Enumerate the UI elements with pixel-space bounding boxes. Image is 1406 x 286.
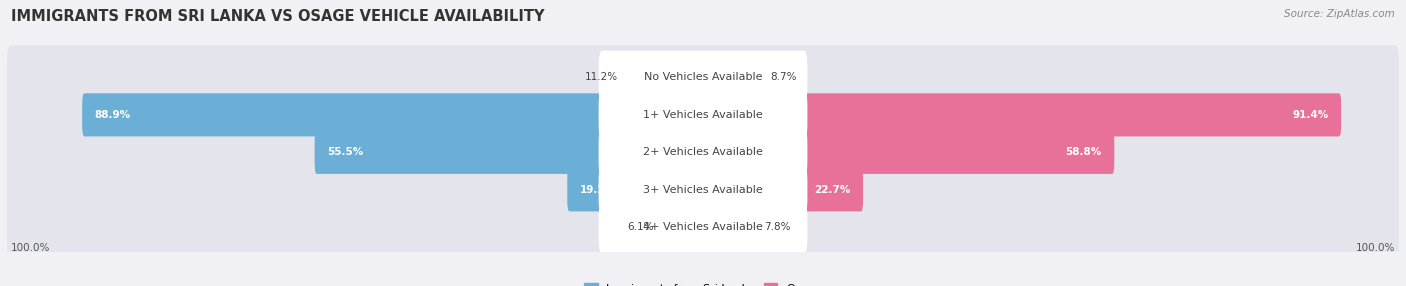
Text: 22.7%: 22.7% <box>814 185 851 195</box>
FancyBboxPatch shape <box>702 93 1341 136</box>
FancyBboxPatch shape <box>702 168 863 211</box>
FancyBboxPatch shape <box>702 56 766 99</box>
Text: 19.2%: 19.2% <box>579 185 616 195</box>
Text: 100.0%: 100.0% <box>1357 243 1396 253</box>
FancyBboxPatch shape <box>599 200 807 254</box>
Text: 88.9%: 88.9% <box>94 110 131 120</box>
FancyBboxPatch shape <box>599 51 807 104</box>
FancyBboxPatch shape <box>658 206 704 249</box>
Text: 100.0%: 100.0% <box>10 243 49 253</box>
Text: 1+ Vehicles Available: 1+ Vehicles Available <box>643 110 763 120</box>
FancyBboxPatch shape <box>7 195 1399 259</box>
Text: IMMIGRANTS FROM SRI LANKA VS OSAGE VEHICLE AVAILABILITY: IMMIGRANTS FROM SRI LANKA VS OSAGE VEHIC… <box>11 9 544 23</box>
Text: 4+ Vehicles Available: 4+ Vehicles Available <box>643 222 763 232</box>
Text: No Vehicles Available: No Vehicles Available <box>644 72 762 82</box>
FancyBboxPatch shape <box>599 88 807 142</box>
FancyBboxPatch shape <box>7 120 1399 184</box>
FancyBboxPatch shape <box>702 206 759 249</box>
Text: 2+ Vehicles Available: 2+ Vehicles Available <box>643 147 763 157</box>
FancyBboxPatch shape <box>623 56 704 99</box>
Text: 91.4%: 91.4% <box>1292 110 1329 120</box>
Legend: Immigrants from Sri Lanka, Osage: Immigrants from Sri Lanka, Osage <box>585 283 821 286</box>
Text: 7.8%: 7.8% <box>765 222 790 232</box>
Text: 11.2%: 11.2% <box>585 72 619 82</box>
FancyBboxPatch shape <box>7 83 1399 147</box>
Text: 3+ Vehicles Available: 3+ Vehicles Available <box>643 185 763 195</box>
Text: Source: ZipAtlas.com: Source: ZipAtlas.com <box>1284 9 1395 19</box>
FancyBboxPatch shape <box>599 163 807 217</box>
FancyBboxPatch shape <box>7 158 1399 222</box>
Text: 55.5%: 55.5% <box>328 147 363 157</box>
Text: 8.7%: 8.7% <box>770 72 797 82</box>
FancyBboxPatch shape <box>599 126 807 179</box>
FancyBboxPatch shape <box>315 131 704 174</box>
FancyBboxPatch shape <box>702 131 1115 174</box>
FancyBboxPatch shape <box>567 168 704 211</box>
FancyBboxPatch shape <box>82 93 704 136</box>
Text: 6.1%: 6.1% <box>627 222 654 232</box>
Text: 58.8%: 58.8% <box>1066 147 1102 157</box>
FancyBboxPatch shape <box>7 45 1399 110</box>
